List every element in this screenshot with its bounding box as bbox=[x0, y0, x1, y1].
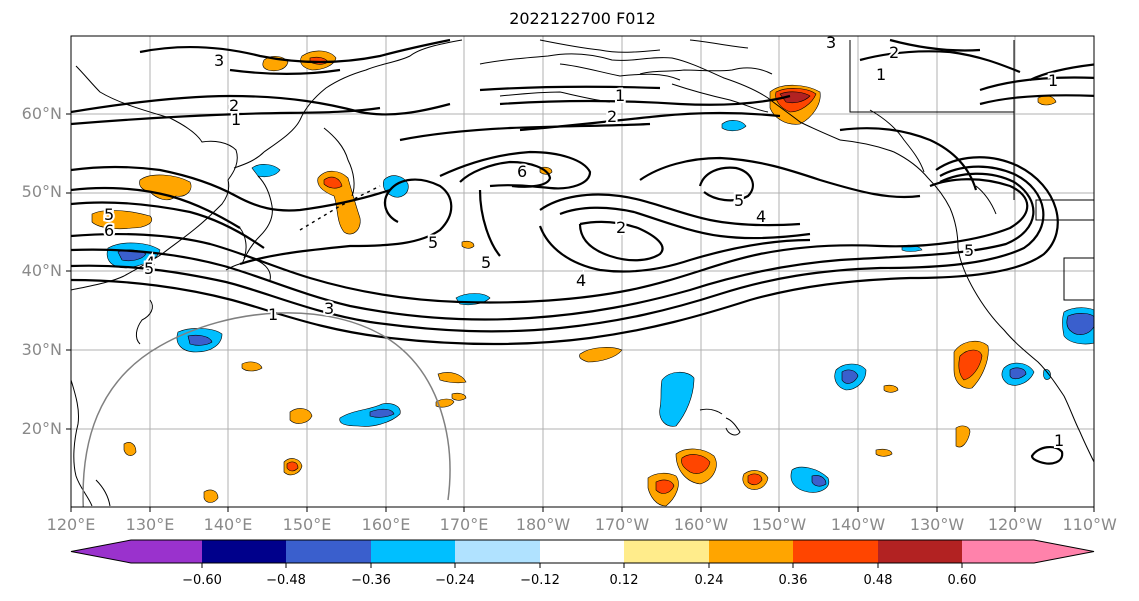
colorbar-tick-label: −0.12 bbox=[520, 573, 560, 588]
colorbar-segment bbox=[286, 540, 371, 563]
lon-label: 170°W bbox=[594, 515, 650, 534]
colorbar-tick-label: 0.48 bbox=[863, 573, 893, 588]
colorbar-tick-label: −0.36 bbox=[351, 573, 391, 588]
colorbar-tick-label: 0.60 bbox=[947, 573, 977, 588]
colorbar-segment bbox=[793, 540, 878, 563]
contour-label: 1 bbox=[615, 86, 625, 105]
contour-label: 1 bbox=[231, 110, 241, 129]
contour-label: 2 bbox=[889, 43, 899, 62]
colorbar-segment bbox=[878, 540, 962, 563]
axis-ticks bbox=[66, 113, 1095, 512]
contour-label: 5 bbox=[104, 205, 114, 224]
contour-label: 4 bbox=[576, 271, 586, 290]
colorbar-tick-label: −0.24 bbox=[435, 573, 475, 588]
lon-label: 120°W bbox=[987, 515, 1043, 534]
contour-label: 6 bbox=[517, 162, 527, 181]
colorbar-tick-label: 0.12 bbox=[609, 573, 639, 588]
contour-labels: 3 2 1 2 1 3 2 1 1 5 6 5 4 6 5 5 2 4 5 4 … bbox=[102, 33, 1066, 452]
contours bbox=[71, 38, 1094, 465]
contour-label: 5 bbox=[964, 241, 974, 260]
lon-label: 170°E bbox=[439, 515, 489, 534]
lat-label: 50°N bbox=[21, 182, 62, 201]
dashed-segment bbox=[299, 185, 381, 231]
lat-label: 20°N bbox=[21, 419, 62, 438]
coastlines bbox=[71, 39, 1094, 507]
lon-label: 120°E bbox=[46, 515, 96, 534]
lon-label: 160°W bbox=[673, 515, 729, 534]
contour-label: 1 bbox=[1048, 71, 1058, 90]
lon-label: 140°E bbox=[203, 515, 253, 534]
colorbar-tick-label: −0.48 bbox=[266, 573, 306, 588]
contour-label: 2 bbox=[616, 218, 626, 237]
contour-label: 6 bbox=[104, 221, 114, 240]
contour-label: 1 bbox=[1054, 431, 1064, 450]
contour-label: 5 bbox=[481, 253, 491, 272]
map-title: 2022122700 F012 bbox=[509, 9, 656, 28]
lon-label: 130°E bbox=[125, 515, 175, 534]
contour-label: 2 bbox=[607, 107, 617, 126]
contour-label: 5 bbox=[144, 259, 154, 278]
colorbar-segment bbox=[371, 540, 455, 563]
contour-label: 5 bbox=[734, 191, 744, 210]
lon-label: 150°W bbox=[751, 515, 807, 534]
colorbar-segment bbox=[455, 540, 540, 563]
contour-label: 4 bbox=[145, 253, 155, 272]
lon-label: 130°W bbox=[909, 515, 965, 534]
lat-label: 40°N bbox=[21, 261, 62, 280]
shaded-anomalies bbox=[91, 50, 1094, 507]
contour-label: 3 bbox=[214, 51, 224, 70]
colorbar-tick-label: 0.36 bbox=[778, 573, 808, 588]
contour-label: 1 bbox=[876, 65, 886, 84]
colorbar-segment bbox=[962, 540, 1094, 563]
contour-label: 4 bbox=[756, 207, 766, 226]
lon-label: 110°W bbox=[1062, 515, 1117, 534]
contour-label: 3 bbox=[826, 33, 836, 52]
colorbar-segment bbox=[624, 540, 709, 563]
contour-label: 1 bbox=[268, 305, 278, 324]
lat-label: 60°N bbox=[21, 104, 62, 123]
colorbar-outline bbox=[70, 539, 1095, 564]
range-ring bbox=[82, 312, 451, 507]
lon-label: 150°E bbox=[282, 515, 332, 534]
contour-label: 3 bbox=[324, 299, 334, 318]
lon-label: 160°E bbox=[361, 515, 411, 534]
contour-label: 5 bbox=[428, 233, 438, 252]
colorbar-segment bbox=[709, 540, 793, 563]
colorbar-tick-label: −0.60 bbox=[182, 573, 222, 588]
colorbar-tick-label: 0.24 bbox=[694, 573, 724, 588]
colorbar-segment bbox=[202, 540, 286, 563]
contour-label: 2 bbox=[229, 96, 239, 115]
lon-label: 180°W bbox=[515, 515, 571, 534]
colorbar-segment bbox=[71, 540, 202, 563]
colorbar-segment bbox=[540, 540, 624, 563]
lat-label: 30°N bbox=[21, 340, 62, 359]
lon-label: 140°W bbox=[830, 515, 886, 534]
